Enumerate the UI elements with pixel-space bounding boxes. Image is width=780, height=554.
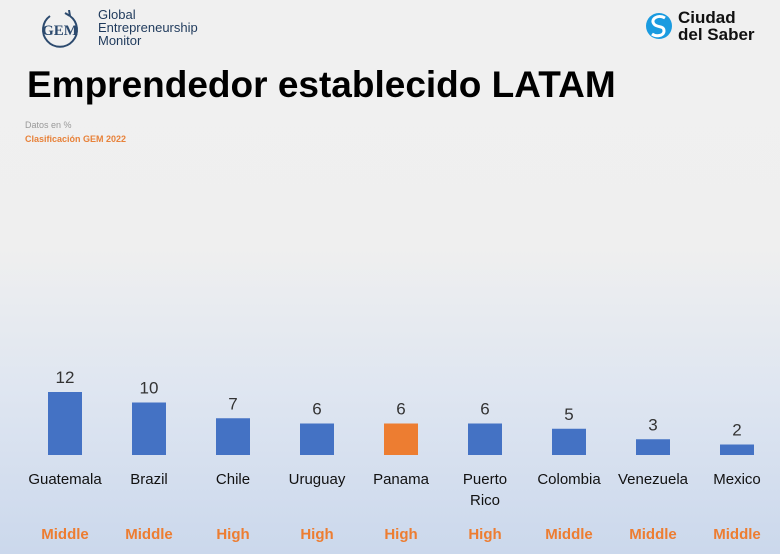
cds-text-line: del Saber: [678, 25, 755, 44]
gem-logo-text: Global Entrepreneurship Monitor: [98, 8, 198, 47]
category-label: Chile: [216, 471, 250, 488]
tier-label: High: [468, 526, 501, 543]
data-label: 10: [140, 379, 159, 398]
bar-guatemala: [48, 392, 82, 455]
cds-text-line: Ciudad: [678, 8, 736, 27]
tier-label: Middle: [713, 526, 761, 543]
data-label: 3: [648, 415, 657, 434]
category-label: Puerto Rico: [463, 471, 507, 509]
tier-label: Middle: [125, 526, 173, 543]
tier-label: Middle: [629, 526, 677, 543]
subtitle: Datos en %: [25, 120, 72, 130]
data-label: 6: [396, 400, 405, 419]
category-label: Uruguay: [289, 471, 346, 488]
classification-label: Clasificación GEM 2022: [25, 134, 127, 144]
data-label: 6: [480, 400, 489, 419]
gem-text-line: Entrepreneurship: [98, 20, 198, 35]
bar-chile: [216, 418, 250, 455]
ciudad-del-saber-logo: Ciudad del Saber: [642, 8, 772, 48]
data-label: 7: [228, 394, 237, 413]
bar-colombia: [552, 428, 586, 455]
category-label: Guatemala: [28, 471, 102, 488]
bar-uruguay: [300, 423, 334, 455]
tier-label: Middle: [41, 526, 89, 543]
page-title: Emprendedor establecido LATAM: [27, 64, 616, 105]
tier-label: High: [216, 526, 249, 543]
bar-panama: [384, 423, 418, 455]
category-label: Colombia: [537, 471, 601, 488]
gem-text-line: Monitor: [98, 33, 142, 48]
tier-label: High: [300, 526, 333, 543]
bar-mexico: [720, 444, 754, 455]
gem-logo-mark: GEM: [42, 10, 78, 48]
bar-venezuela: [636, 439, 670, 455]
svg-text:GEM: GEM: [42, 23, 78, 39]
tier-label: High: [384, 526, 417, 543]
ciudad-del-saber-text: Ciudad del Saber: [678, 9, 755, 43]
gem-logo: GEM Global Entrepreneurship Monitor: [36, 6, 206, 50]
bar-brazil: [132, 402, 166, 455]
category-label: Venezuela: [618, 471, 689, 488]
data-label: 6: [312, 400, 321, 419]
bar-puerto-rico: [468, 423, 502, 455]
data-label: 12: [56, 368, 75, 387]
ciudad-del-saber-swirl-icon: [646, 13, 672, 39]
category-label: Brazil: [130, 471, 168, 488]
category-label: Panama: [373, 471, 430, 488]
gem-text-line: Global: [98, 7, 136, 22]
category-label: Mexico: [713, 471, 761, 488]
data-label: 2: [732, 421, 741, 440]
data-label: 5: [564, 405, 573, 424]
tier-label: Middle: [545, 526, 593, 543]
